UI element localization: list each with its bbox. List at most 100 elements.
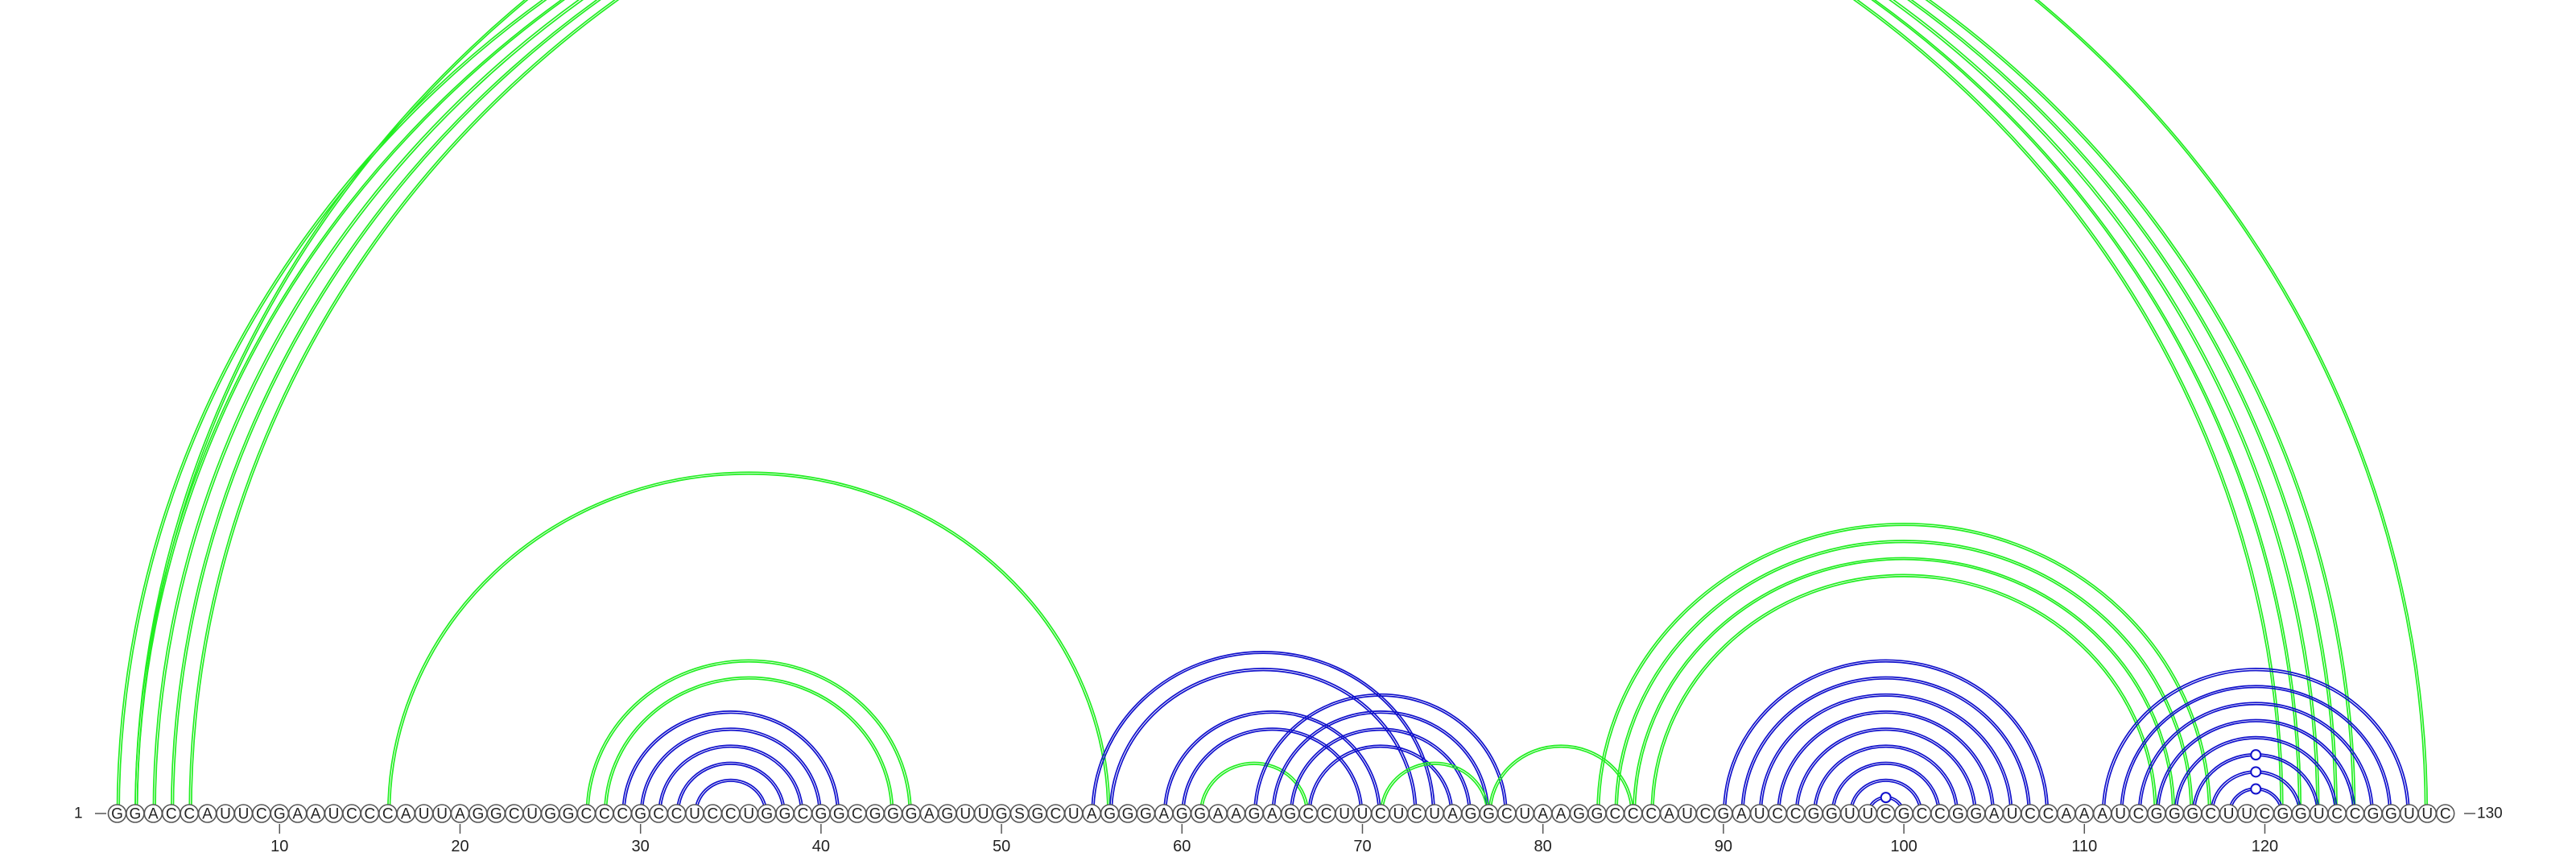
- arc-green-84-116-outer: [1614, 540, 2194, 814]
- arc-blue-111-128-inner: [2103, 669, 2409, 814]
- arc-blue-67-75-outer: [1307, 744, 1454, 814]
- nucleotide-61-letter: G: [1194, 806, 1206, 823]
- nucleotide-21-letter: G: [473, 806, 485, 823]
- arc-blue-60-70-inner: [1183, 729, 1361, 814]
- nucleotide-3-letter: A: [148, 806, 159, 823]
- nucleotide-119-letter: U: [2241, 806, 2252, 823]
- nucleotide-99-letter: C: [1880, 806, 1892, 823]
- nucleotide-54-letter: U: [1068, 806, 1080, 823]
- arc-green-86-114-inner: [1652, 576, 2156, 814]
- nucleotide-126-letter: G: [2368, 806, 2380, 823]
- nucleotide-57-letter: G: [1122, 806, 1134, 823]
- tick-label-80: 80: [1534, 838, 1552, 855]
- nucleotide-22-letter: G: [490, 806, 502, 823]
- nucleotide-78-letter: C: [1501, 806, 1513, 823]
- nucleotide-121-letter: G: [2277, 806, 2289, 823]
- nucleotide-130-letter: C: [2440, 806, 2451, 823]
- nucleotide-55-letter: A: [1087, 806, 1097, 823]
- arc-blue-90-108-inner: [1724, 660, 2047, 814]
- arc-green-86-114-outer: [1650, 573, 2157, 814]
- nucleotide-101-letter: C: [1917, 806, 1928, 823]
- arc-blue-112-127-outer: [2120, 685, 2392, 814]
- nucleotide-9-letter: C: [256, 806, 267, 823]
- nucleotide-74-letter: U: [1429, 806, 1440, 823]
- arc-green-27-45-inner: [588, 660, 910, 814]
- nucleotide-106-letter: U: [2007, 806, 2018, 823]
- nucleotide-73-letter: C: [1411, 806, 1422, 823]
- arc-blue-95-103-inner: [1814, 746, 1957, 814]
- nucleotide-70-letter: U: [1357, 806, 1368, 823]
- arc-green-16-56-inner: [389, 473, 1108, 814]
- nucleotide-85-letter: C: [1628, 806, 1639, 823]
- nucleotide-100-letter: G: [1898, 806, 1910, 823]
- nucleotide-19-letter: U: [436, 806, 448, 823]
- nucleotide-12-letter: A: [311, 806, 321, 823]
- nucleotide-63-letter: A: [1231, 806, 1241, 823]
- nucleotide-72-letter: U: [1393, 806, 1404, 823]
- nucleotide-90-letter: G: [1717, 806, 1729, 823]
- nucleotide-116-letter: G: [2186, 806, 2198, 823]
- arc-blue-111-128-outer: [2101, 668, 2410, 814]
- nucleotide-50-letter: G: [996, 806, 1008, 823]
- nucleotide-37-letter: G: [761, 806, 773, 823]
- nucleotide-31-letter: C: [653, 806, 664, 823]
- nucleotide-32-letter: C: [671, 806, 683, 823]
- arc-blue-64-78-outer: [1253, 693, 1508, 814]
- nucleotide-108-letter: C: [2043, 806, 2054, 823]
- nucleotide-102-letter: C: [1934, 806, 1946, 823]
- arc-blue-96-102-outer: [1831, 761, 1941, 814]
- arc-blue-59-71-outer: [1163, 710, 1381, 814]
- nucleotide-58-letter: G: [1140, 806, 1152, 823]
- arc-blue-93-105-outer: [1777, 710, 1996, 814]
- arc-green-28-44-outer: [603, 676, 894, 814]
- pair-markers: [1880, 749, 2262, 804]
- nucleotide-27-letter: C: [581, 806, 592, 823]
- nucleotide-7-letter: U: [220, 806, 231, 823]
- arc-blue-31-39-outer: [658, 744, 804, 814]
- nucleotide-46-letter: A: [924, 806, 935, 823]
- nucleotide-93-letter: C: [1772, 806, 1783, 823]
- arc-green-61-67-inner: [1201, 764, 1307, 814]
- nucleotide-29-letter: C: [617, 806, 628, 823]
- arc-blue-115-124-inner: [2176, 738, 2336, 814]
- nucleotide-10-letter: G: [274, 806, 286, 823]
- arc-blue-94-104-outer: [1794, 727, 1977, 814]
- arc-green-2-129-outer: [134, 0, 2429, 814]
- nucleotide-30-letter: G: [634, 806, 646, 823]
- nucleotide-122-letter: G: [2295, 806, 2307, 823]
- nucleotide-62-letter: A: [1213, 806, 1224, 823]
- nucleotide-36-letter: U: [743, 806, 754, 823]
- arc-blue-66-76-outer: [1289, 727, 1472, 814]
- arc-blue-33-37-outer: [694, 778, 768, 814]
- nucleotide-18-letter: U: [419, 806, 430, 823]
- arc-blue-90-108-outer: [1723, 659, 2050, 814]
- arc-blue-112-127-inner: [2121, 686, 2390, 814]
- nucleotide-92-letter: U: [1754, 806, 1765, 823]
- nucleotide-77-letter: G: [1483, 806, 1495, 823]
- nucleotide-38-letter: G: [779, 806, 791, 823]
- nucleotide-107-letter: C: [2025, 806, 2036, 823]
- arc-green-83-117-inner: [1598, 524, 2210, 814]
- arc-blue-92-106-outer: [1758, 693, 2013, 814]
- nucleotide-88-letter: U: [1682, 806, 1693, 823]
- arc-green-1-121-inner: [118, 0, 2282, 814]
- nucleotide-33-letter: U: [689, 806, 700, 823]
- nucleotide-117-letter: C: [2205, 806, 2216, 823]
- nucleotide-71-letter: C: [1375, 806, 1386, 823]
- arc-green-5-125-outer: [188, 0, 2356, 814]
- arc-blue-65-77-inner: [1274, 712, 1488, 814]
- nucleotide-17-letter: A: [401, 806, 411, 823]
- nucleotide-25-letter: G: [544, 806, 556, 823]
- nucleotide-79-letter: U: [1519, 806, 1530, 823]
- nucleotide-83-letter: G: [1591, 806, 1604, 823]
- nucleotide-97-letter: U: [1844, 806, 1856, 823]
- tick-label-40: 40: [812, 838, 830, 855]
- arc-blue-59-71-inner: [1165, 712, 1380, 814]
- arc-blue-95-103-outer: [1813, 744, 1959, 814]
- nucleotide-14-letter: C: [346, 806, 357, 823]
- nucleotide-39-letter: C: [798, 806, 809, 823]
- arc-green-83-117-outer: [1596, 522, 2212, 814]
- nucleotide-8-letter: U: [238, 806, 250, 823]
- nucleotide-89-letter: C: [1700, 806, 1711, 823]
- nucleotide-109-letter: A: [2062, 806, 2072, 823]
